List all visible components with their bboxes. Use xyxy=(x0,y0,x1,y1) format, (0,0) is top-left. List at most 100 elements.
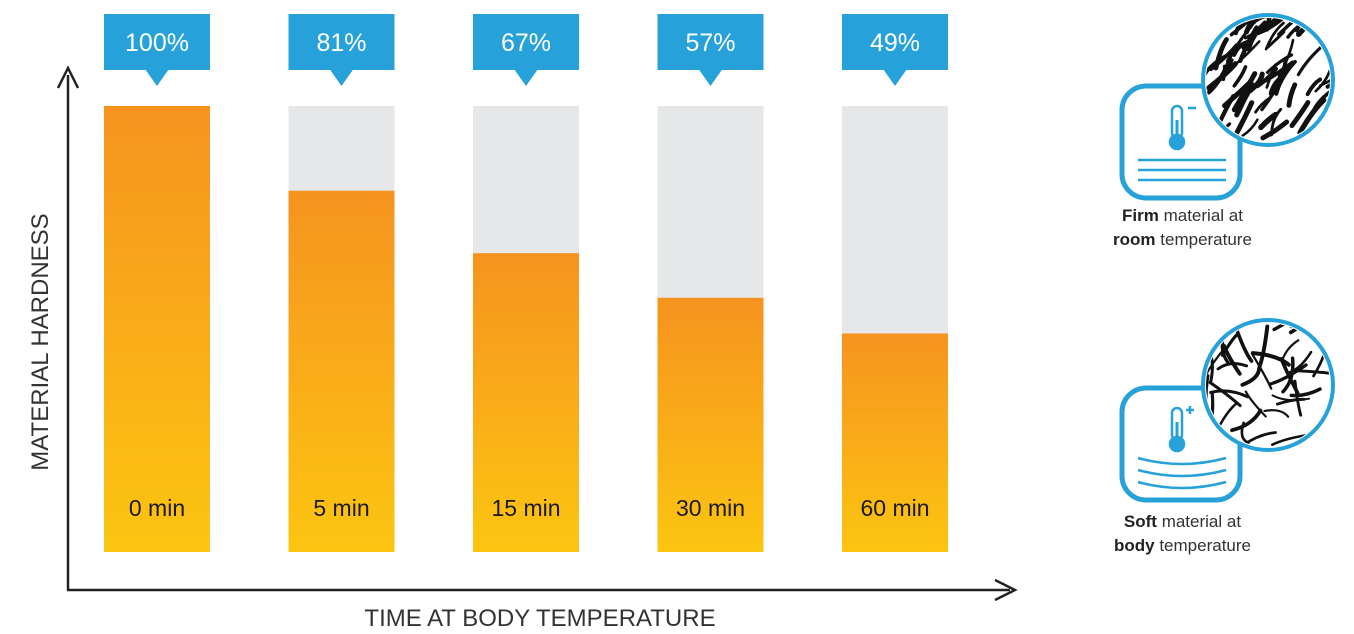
bar xyxy=(104,106,210,552)
fiber-strand xyxy=(1295,18,1321,33)
axes: MATERIAL HARDNESS TIME AT BODY TEMPERATU… xyxy=(27,65,1018,632)
fiber-strand xyxy=(1286,82,1298,108)
category-label: 30 min xyxy=(676,495,745,521)
value-label: 81% xyxy=(316,29,366,57)
firm-legend: Firm material at room temperature xyxy=(1075,204,1290,252)
fiber-strand xyxy=(1305,77,1323,97)
fiber-strand xyxy=(1251,354,1273,390)
value-callout xyxy=(288,14,395,70)
soft-material-icon-group xyxy=(1119,318,1335,503)
fiber-strand xyxy=(1244,18,1260,35)
x-axis-label: TIME AT BODY TEMPERATURE xyxy=(364,605,715,632)
fiber-strand xyxy=(1206,54,1227,76)
fiber-strand xyxy=(1325,65,1330,89)
value-callout-pointer xyxy=(514,69,538,86)
value-callout-pointer xyxy=(145,69,169,86)
fiber-strand xyxy=(1231,71,1258,113)
fiber-strand xyxy=(1315,433,1330,442)
fiber-strand xyxy=(1209,389,1250,399)
fiber-strand xyxy=(1301,439,1327,447)
value-callout-pointer xyxy=(883,69,907,86)
firm-legend-bold1: Firm xyxy=(1122,206,1159,225)
fiber-strand xyxy=(1258,111,1279,131)
firm-legend-bold2: room xyxy=(1113,230,1156,249)
fiber-strand xyxy=(1272,18,1299,22)
value-callout-pointer xyxy=(329,69,354,86)
thermometer-minus-glyph xyxy=(1138,104,1226,182)
fiber-strand xyxy=(1264,18,1278,32)
value-callout xyxy=(657,14,764,70)
fiber-strand xyxy=(1272,323,1307,332)
fiber-strand xyxy=(1232,65,1248,88)
fiber-strand xyxy=(1223,18,1235,26)
category-label: 0 min xyxy=(129,495,185,521)
fiber-strand xyxy=(1220,333,1239,357)
fiber-strand xyxy=(1241,118,1259,137)
bar xyxy=(473,253,579,552)
fiber-strand xyxy=(1281,339,1300,361)
fiber-strand xyxy=(1241,20,1268,51)
fiber-strand xyxy=(1289,100,1311,129)
firm-legend-text1: material at xyxy=(1158,206,1243,225)
value-callout-pointer xyxy=(698,69,723,86)
x-axis-arrow xyxy=(994,578,1018,602)
category-label: 5 min xyxy=(313,495,369,521)
fiber-strand xyxy=(1271,394,1311,402)
fiber-strand xyxy=(1236,431,1277,447)
fiber-strand xyxy=(1288,323,1314,335)
loose-fiber-texture-icon xyxy=(1201,318,1335,452)
fiber-strand xyxy=(1206,61,1238,91)
value-callout xyxy=(104,14,210,70)
fiber-strand xyxy=(1318,18,1330,23)
fiber-strand xyxy=(1260,119,1290,141)
fiber-strand xyxy=(1240,366,1262,387)
soft-legend-text1: material at xyxy=(1156,512,1242,531)
value-label: 49% xyxy=(870,29,920,57)
category-label: 60 min xyxy=(860,495,929,521)
firm-legend-text2: temperature xyxy=(1155,230,1252,249)
soft-legend-text2: temperature xyxy=(1154,536,1251,555)
soft-legend-bold2: body xyxy=(1114,536,1155,555)
y-axis-arrow xyxy=(56,65,80,89)
value-label: 67% xyxy=(501,29,551,57)
fiber-strand xyxy=(1234,82,1255,118)
fiber-strand xyxy=(1230,408,1263,433)
fiber-strand xyxy=(1232,100,1255,139)
value-label: 100% xyxy=(125,29,189,57)
bars-group: 0 min 100% 5 min 81% 15 min 67% 30 min 57% 60 mi… xyxy=(104,14,948,553)
fiber-strand xyxy=(1274,68,1288,96)
bar xyxy=(842,333,948,552)
y-axis-label: MATERIAL HARDNESS xyxy=(27,213,54,470)
fiber-strand xyxy=(1264,21,1285,51)
bar xyxy=(288,190,395,553)
fiber-strand xyxy=(1221,343,1242,376)
fiber-strand xyxy=(1281,356,1295,394)
value-callout xyxy=(842,14,948,70)
fiber-strand xyxy=(1323,424,1330,447)
soft-legend-bold1: Soft xyxy=(1123,512,1157,531)
fiber-strand xyxy=(1318,67,1330,87)
value-label: 57% xyxy=(685,29,735,57)
soft-legend: Soft material at body temperature xyxy=(1075,510,1290,558)
value-callout xyxy=(473,14,579,70)
fiber-strand xyxy=(1213,37,1229,71)
fiber-strand xyxy=(1314,68,1330,93)
thermometer-plus-glyph xyxy=(1137,406,1227,490)
category-label: 15 min xyxy=(491,495,560,521)
fiber-strand xyxy=(1271,434,1306,446)
bar xyxy=(657,297,764,552)
fiber-strand xyxy=(1324,101,1330,120)
fiber-strand xyxy=(1270,107,1283,137)
fiber-strand xyxy=(1268,363,1308,386)
firm-material-icon-group xyxy=(1119,13,1335,201)
fiber-strand xyxy=(1263,409,1290,418)
fiber-strand xyxy=(1293,379,1303,417)
fiber-strand xyxy=(1261,60,1295,85)
fiber-strand xyxy=(1250,351,1291,367)
fiber-strand xyxy=(1286,350,1313,375)
fiber-strand xyxy=(1216,362,1249,371)
fiber-strand xyxy=(1289,387,1322,398)
fiber-strand xyxy=(1244,390,1267,418)
fiber-strand xyxy=(1257,324,1270,369)
